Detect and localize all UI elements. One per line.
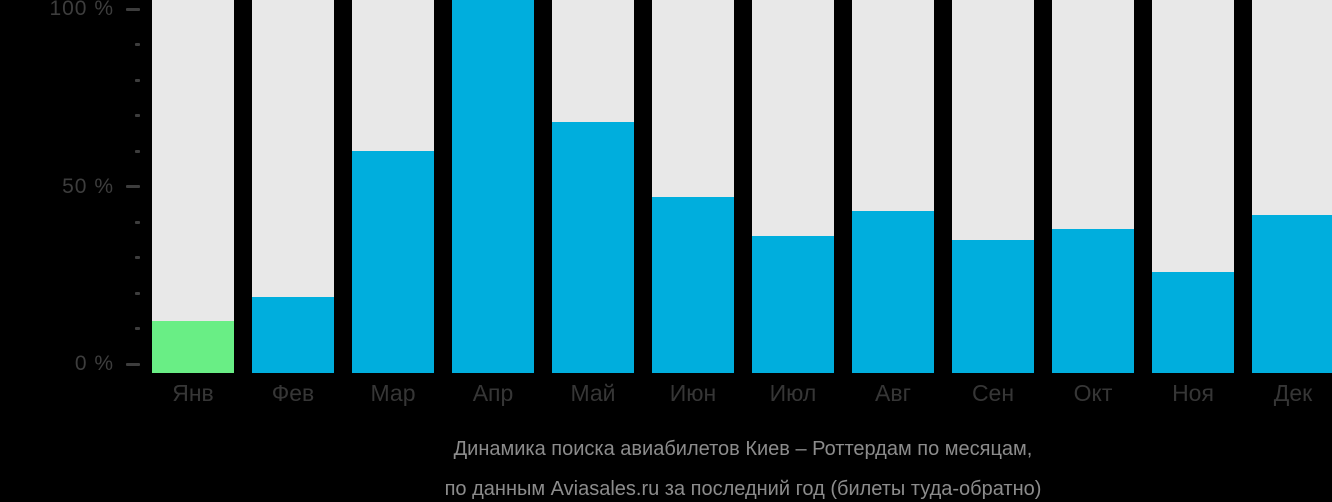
- y-minor-tick: [135, 149, 140, 153]
- y-minor-tick: [135, 114, 140, 118]
- bar-column: [852, 0, 934, 373]
- bar-fill: [1252, 214, 1332, 373]
- x-tick-label: Июн: [669, 380, 717, 406]
- x-tick-label: Май: [570, 380, 616, 406]
- bar-column: [452, 0, 534, 373]
- bar-column: [252, 0, 334, 373]
- bar-fill: [352, 150, 434, 373]
- y-minor-tick: [135, 220, 140, 224]
- bar-column: [552, 0, 634, 373]
- x-axis-labels: Янв Фев Мар Апр Май Июн Июл Авг Сен Окт Ноя Дек: [152, 380, 1332, 407]
- bar-fill: [652, 197, 734, 373]
- bar-column: [1252, 0, 1332, 373]
- x-tick-label: Окт: [1073, 380, 1113, 406]
- bar-column: [1152, 0, 1234, 373]
- x-tick-label: Дек: [1273, 380, 1313, 406]
- bar-track: [152, 0, 234, 373]
- bar-column: [752, 0, 834, 373]
- x-tick-label: Янв: [172, 380, 214, 406]
- bar-column: [652, 0, 734, 373]
- caption-line-2: по данным Aviasales.ru за последний год …: [444, 478, 1042, 500]
- bar-fill: [552, 122, 634, 373]
- bar-fill: [952, 239, 1034, 373]
- bar-fill: [252, 296, 334, 373]
- bar-column: [152, 0, 234, 373]
- y-minor-tick: [135, 327, 140, 331]
- x-tick-label: Авг: [875, 380, 911, 406]
- x-tick-label: Фев: [271, 380, 315, 406]
- caption-line-1: Динамика поиска авиабилетов Киев – Ротте…: [453, 438, 1033, 460]
- x-tick-label: Июл: [769, 380, 817, 406]
- bar-fill: [152, 321, 234, 373]
- y-minor-tick: [135, 256, 140, 260]
- y-major-tick: [126, 7, 140, 11]
- chart-caption: Динамика поиска авиабилетов Киев – Ротте…: [152, 429, 1332, 502]
- bar-fill: [452, 0, 534, 373]
- bar-fill: [1152, 271, 1234, 373]
- x-tick-label: Сен: [971, 380, 1015, 406]
- bar-column: [952, 0, 1034, 373]
- x-tick-label: Мар: [370, 380, 416, 406]
- bar-fill: [1052, 229, 1134, 373]
- bar-column: [1052, 0, 1134, 373]
- plot-area: [152, 0, 1332, 373]
- y-major-tick: [126, 362, 140, 366]
- x-tick-label: Ноя: [1172, 380, 1214, 406]
- bar-fill: [752, 236, 834, 373]
- x-tick-label: Апр: [472, 380, 514, 406]
- y-tick-label: 0 %: [74, 352, 114, 376]
- bar-fill: [852, 211, 934, 373]
- y-minor-tick: [135, 291, 140, 295]
- y-minor-tick: [135, 78, 140, 82]
- y-axis: 0 % 50 % 100 %: [0, 0, 152, 380]
- bar-column: [352, 0, 434, 373]
- y-tick-label: 50 %: [62, 174, 114, 198]
- y-tick-label: 100 %: [49, 0, 114, 20]
- y-minor-tick: [135, 43, 140, 47]
- y-major-tick: [126, 185, 140, 189]
